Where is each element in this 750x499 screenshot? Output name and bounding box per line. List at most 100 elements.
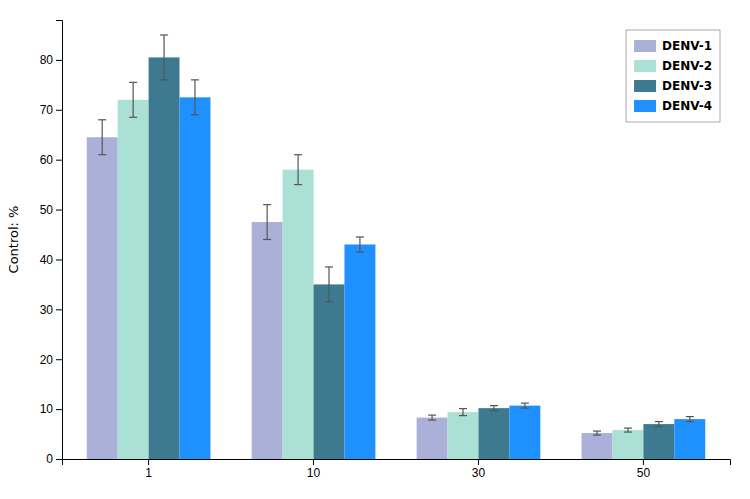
error-bar	[459, 409, 467, 416]
error-bar	[428, 415, 436, 420]
error-bar	[160, 35, 168, 80]
error-bar-cap	[263, 239, 271, 240]
legend-swatch	[634, 40, 656, 52]
series	[118, 82, 644, 459]
error-bar-stem	[431, 415, 432, 420]
bar	[674, 419, 705, 459]
error-bar-cap	[356, 251, 364, 252]
bar	[509, 406, 540, 459]
y-tick-label: 70	[40, 103, 54, 117]
legend-item: DENV-3	[634, 79, 712, 93]
y-tick-label: 50	[40, 203, 54, 217]
legend-item: DENV-2	[634, 59, 712, 73]
error-bar-cap	[428, 419, 436, 420]
bar	[643, 424, 674, 459]
y-tick: 50	[40, 203, 62, 217]
error-bar	[655, 422, 663, 427]
error-bar	[294, 155, 302, 185]
error-bar-cap	[624, 431, 632, 432]
y-tick: 10	[40, 402, 62, 416]
x-tick: 30	[472, 459, 486, 480]
y-tick-label: 40	[40, 253, 54, 267]
series	[180, 80, 706, 459]
y-tick-mark	[56, 359, 62, 360]
y-tick-label: 20	[40, 353, 54, 367]
y-tick: 40	[40, 253, 62, 267]
y-tick-label: 0	[46, 452, 53, 466]
bar	[612, 430, 643, 459]
bar	[283, 170, 314, 459]
x-axis: 1 10 30 50	[63, 459, 731, 480]
error-bar-cap	[294, 184, 302, 185]
y-tick-mark	[56, 409, 62, 410]
x-tick-mark	[643, 459, 644, 465]
y-axis-title: Control: %	[6, 206, 21, 274]
series	[149, 35, 675, 459]
legend-label: DENV-3	[662, 79, 712, 93]
error-bar-stem	[328, 267, 329, 302]
bar	[149, 57, 180, 459]
legend-item: DENV-1	[634, 39, 712, 53]
error-bar	[191, 80, 199, 115]
bar	[478, 408, 509, 459]
chart: 1 10 30 50 0 10 20 30 40 50 60 70 80 Control: % DENV-1…	[0, 0, 750, 499]
error-bar-cap	[263, 204, 271, 205]
x-tick-label: 50	[637, 466, 651, 480]
error-bar	[263, 205, 271, 240]
y-tick-label: 60	[40, 153, 54, 167]
error-bar-cap	[593, 434, 601, 435]
x-tick: 50	[637, 459, 651, 480]
x-tick: 1	[145, 459, 152, 480]
error-bar-cap	[655, 421, 663, 422]
error-bar-cap	[129, 82, 137, 83]
bar	[314, 284, 345, 459]
legend-label: DENV-4	[662, 99, 712, 113]
y-tick-mark	[56, 459, 62, 460]
y-axis: 0 10 20 30 40 50 60 70 80	[40, 21, 63, 467]
y-tick-mark	[56, 60, 62, 61]
error-bar-cap	[325, 301, 333, 302]
error-bar-cap	[593, 430, 601, 431]
x-tick-label: 10	[307, 466, 321, 480]
error-bar	[98, 120, 106, 155]
bar	[180, 97, 211, 459]
error-bar-cap	[490, 405, 498, 406]
error-bar-stem	[163, 35, 164, 80]
error-bar-cap	[655, 426, 663, 427]
legend-swatch	[634, 80, 656, 92]
legend-frame	[626, 30, 720, 122]
error-bar	[593, 431, 601, 435]
y-tick-label: 30	[40, 303, 54, 317]
x-tick-mark	[148, 459, 149, 465]
legend: DENV-1 DENV-2 DENV-3 DENV-4	[626, 30, 720, 122]
x-axis-line	[63, 460, 731, 466]
error-bar-stem	[194, 80, 195, 115]
error-bar	[490, 406, 498, 411]
x-tick-label: 1	[145, 466, 152, 480]
error-bar-cap	[490, 410, 498, 411]
error-bar	[356, 237, 364, 252]
error-bar-stem	[462, 409, 463, 416]
y-tick-mark	[56, 110, 62, 111]
x-tick-mark	[313, 459, 314, 465]
error-bar-stem	[297, 155, 298, 185]
y-tick-label: 80	[40, 53, 54, 67]
error-bar-stem	[133, 82, 134, 117]
error-bar-cap	[98, 154, 106, 155]
y-tick-mark	[56, 210, 62, 211]
bar	[87, 137, 118, 459]
error-bar-cap	[160, 34, 168, 35]
error-bar	[624, 428, 632, 432]
legend-item: DENV-4	[634, 99, 712, 113]
x-tick-mark	[478, 459, 479, 465]
y-tick-mark	[56, 309, 62, 310]
error-bar-cap	[428, 415, 436, 416]
error-bar-cap	[129, 117, 137, 118]
error-bar-cap	[325, 266, 333, 267]
error-bar	[129, 82, 137, 117]
legend-label: DENV-1	[662, 39, 712, 53]
error-bar-cap	[98, 119, 106, 120]
bar	[582, 433, 613, 459]
bar	[448, 412, 479, 459]
y-tick: 20	[40, 353, 62, 367]
